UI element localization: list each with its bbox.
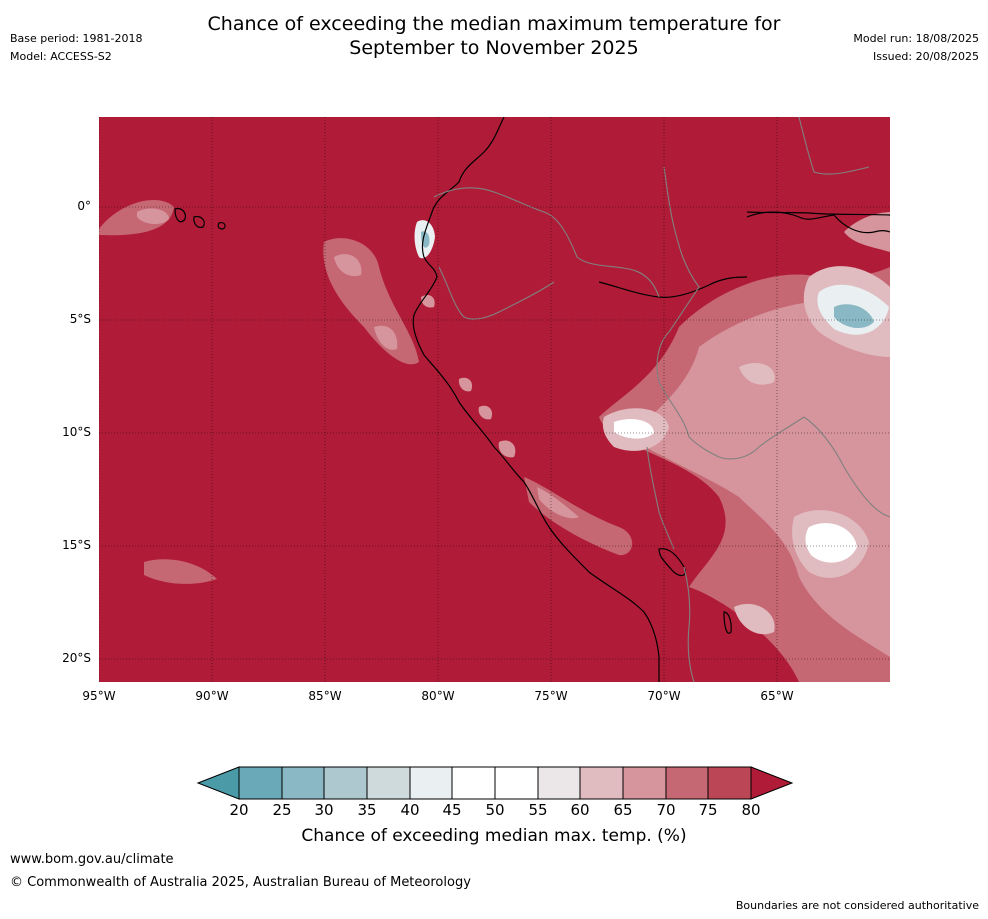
lat-label-0: 0° (77, 199, 91, 213)
lon-label-85w: 85°W (308, 689, 342, 703)
website-link[interactable]: www.bom.gov.au/climate (10, 852, 174, 867)
model-text: Model: ACCESS-S2 (10, 50, 112, 63)
border-colombia-brazil-north (798, 117, 870, 175)
lake-titicaca (658, 548, 686, 577)
contour-interior-spot (739, 362, 775, 385)
colorbar-cell-30-35 (323, 766, 368, 800)
disclaimer-text: Boundaries are not considered authoritat… (735, 899, 979, 912)
colorbar-cell-60-65 (579, 766, 624, 800)
colorbar-arrow-left (196, 766, 240, 800)
graticule (99, 117, 890, 682)
lon-label-70w: 70°W (647, 689, 681, 703)
colorbar-cell-40-45 (409, 766, 453, 800)
colorbar-label-20: 20 (229, 801, 249, 819)
contour-coastal-spot-3 (478, 405, 493, 420)
issued-text: Issued: 20/08/2025 (872, 50, 979, 63)
river-negro (746, 211, 890, 216)
contour-offshore-plume-inner (334, 254, 362, 277)
colorbar-label-55: 55 (528, 801, 548, 819)
colorbar-label-65: 65 (613, 801, 633, 819)
contour-southeast-50 (805, 523, 857, 563)
border-ecuador-peru (438, 266, 555, 320)
copyright-text: © Commonwealth of Australia 2025, Austra… (10, 875, 471, 890)
contour-offshore-plume-inner-2 (374, 325, 398, 350)
base-period-text: Base period: 1981-2018 (10, 32, 143, 45)
contour-central-50 (614, 419, 654, 439)
colorbar-arrow-right (750, 766, 794, 800)
colorbar-cell-25-30 (281, 766, 325, 800)
map-title: Chance of exceeding the median maximum t… (0, 12, 988, 60)
island-galapagos-3 (217, 222, 226, 230)
contour-galapagos-west-inner (137, 208, 169, 225)
border-bolivia-chile (683, 566, 695, 682)
border-bolivia-brazil-east (803, 416, 890, 518)
colorbar-label-30: 30 (314, 801, 334, 819)
colorbar-cell-55-60 (537, 766, 581, 800)
forecast-map (99, 117, 890, 682)
border-colombia-ecuador-peru (433, 187, 660, 298)
probability-contours (99, 200, 890, 682)
lake-poopo (723, 611, 732, 634)
colorbar-label-60: 60 (570, 801, 590, 819)
colorbar (196, 766, 794, 800)
colorbar-label-45: 45 (442, 801, 462, 819)
lat-label-15s: 15°S (62, 538, 91, 552)
lon-label-80w: 80°W (421, 689, 455, 703)
lon-label-95w: 95°W (82, 689, 116, 703)
colorbar-label-40: 40 (400, 801, 420, 819)
contour-northeast-edge (844, 212, 890, 252)
colorbar-label-35: 35 (357, 801, 377, 819)
lon-label-90w: 90°W (195, 689, 229, 703)
island-galapagos-1 (174, 207, 186, 223)
colorbar-cell-45-50 (451, 766, 496, 800)
lon-label-65w: 65°W (760, 689, 794, 703)
colorbar-label-50: 50 (485, 801, 505, 819)
border-peru-bolivia (646, 446, 675, 550)
lon-label-75w: 75°W (534, 689, 568, 703)
lat-label-10s: 10°S (62, 425, 91, 439)
colorbar-title: Chance of exceeding median max. temp. (%… (301, 826, 687, 846)
colorbar-cell-20-25 (238, 766, 283, 800)
colorbar-label-80: 80 (741, 801, 761, 819)
border-brazil-bolivia (688, 416, 805, 460)
lat-label-5s: 5°S (69, 312, 91, 326)
colorbar-cell-50-55 (494, 766, 539, 800)
contour-coastal-spot-2 (458, 377, 473, 392)
contour-south-65 (734, 603, 775, 635)
title-line-1: Chance of exceeding the median maximum t… (207, 13, 781, 35)
contour-coastal-spot-4 (498, 440, 516, 458)
colorbar-label-25: 25 (272, 801, 292, 819)
colorbar-label-70: 70 (656, 801, 676, 819)
title-line-2: September to November 2025 (349, 37, 639, 59)
contour-southern-coast-inner (537, 487, 579, 519)
river-maranon (598, 276, 748, 298)
colorbar-label-75: 75 (698, 801, 718, 819)
contour-northeast-30 (834, 304, 874, 329)
colorbar-cell-65-70 (622, 766, 667, 800)
colorbar-cell-35-40 (366, 766, 411, 800)
model-run-text: Model run: 18/08/2025 (853, 32, 979, 45)
colorbar-cell-70-75 (665, 766, 709, 800)
colorbar-cell-75-80 (707, 766, 752, 800)
lat-label-20s: 20°S (62, 651, 91, 665)
contour-southwest-ocean (144, 559, 217, 584)
island-galapagos-2 (193, 216, 205, 228)
